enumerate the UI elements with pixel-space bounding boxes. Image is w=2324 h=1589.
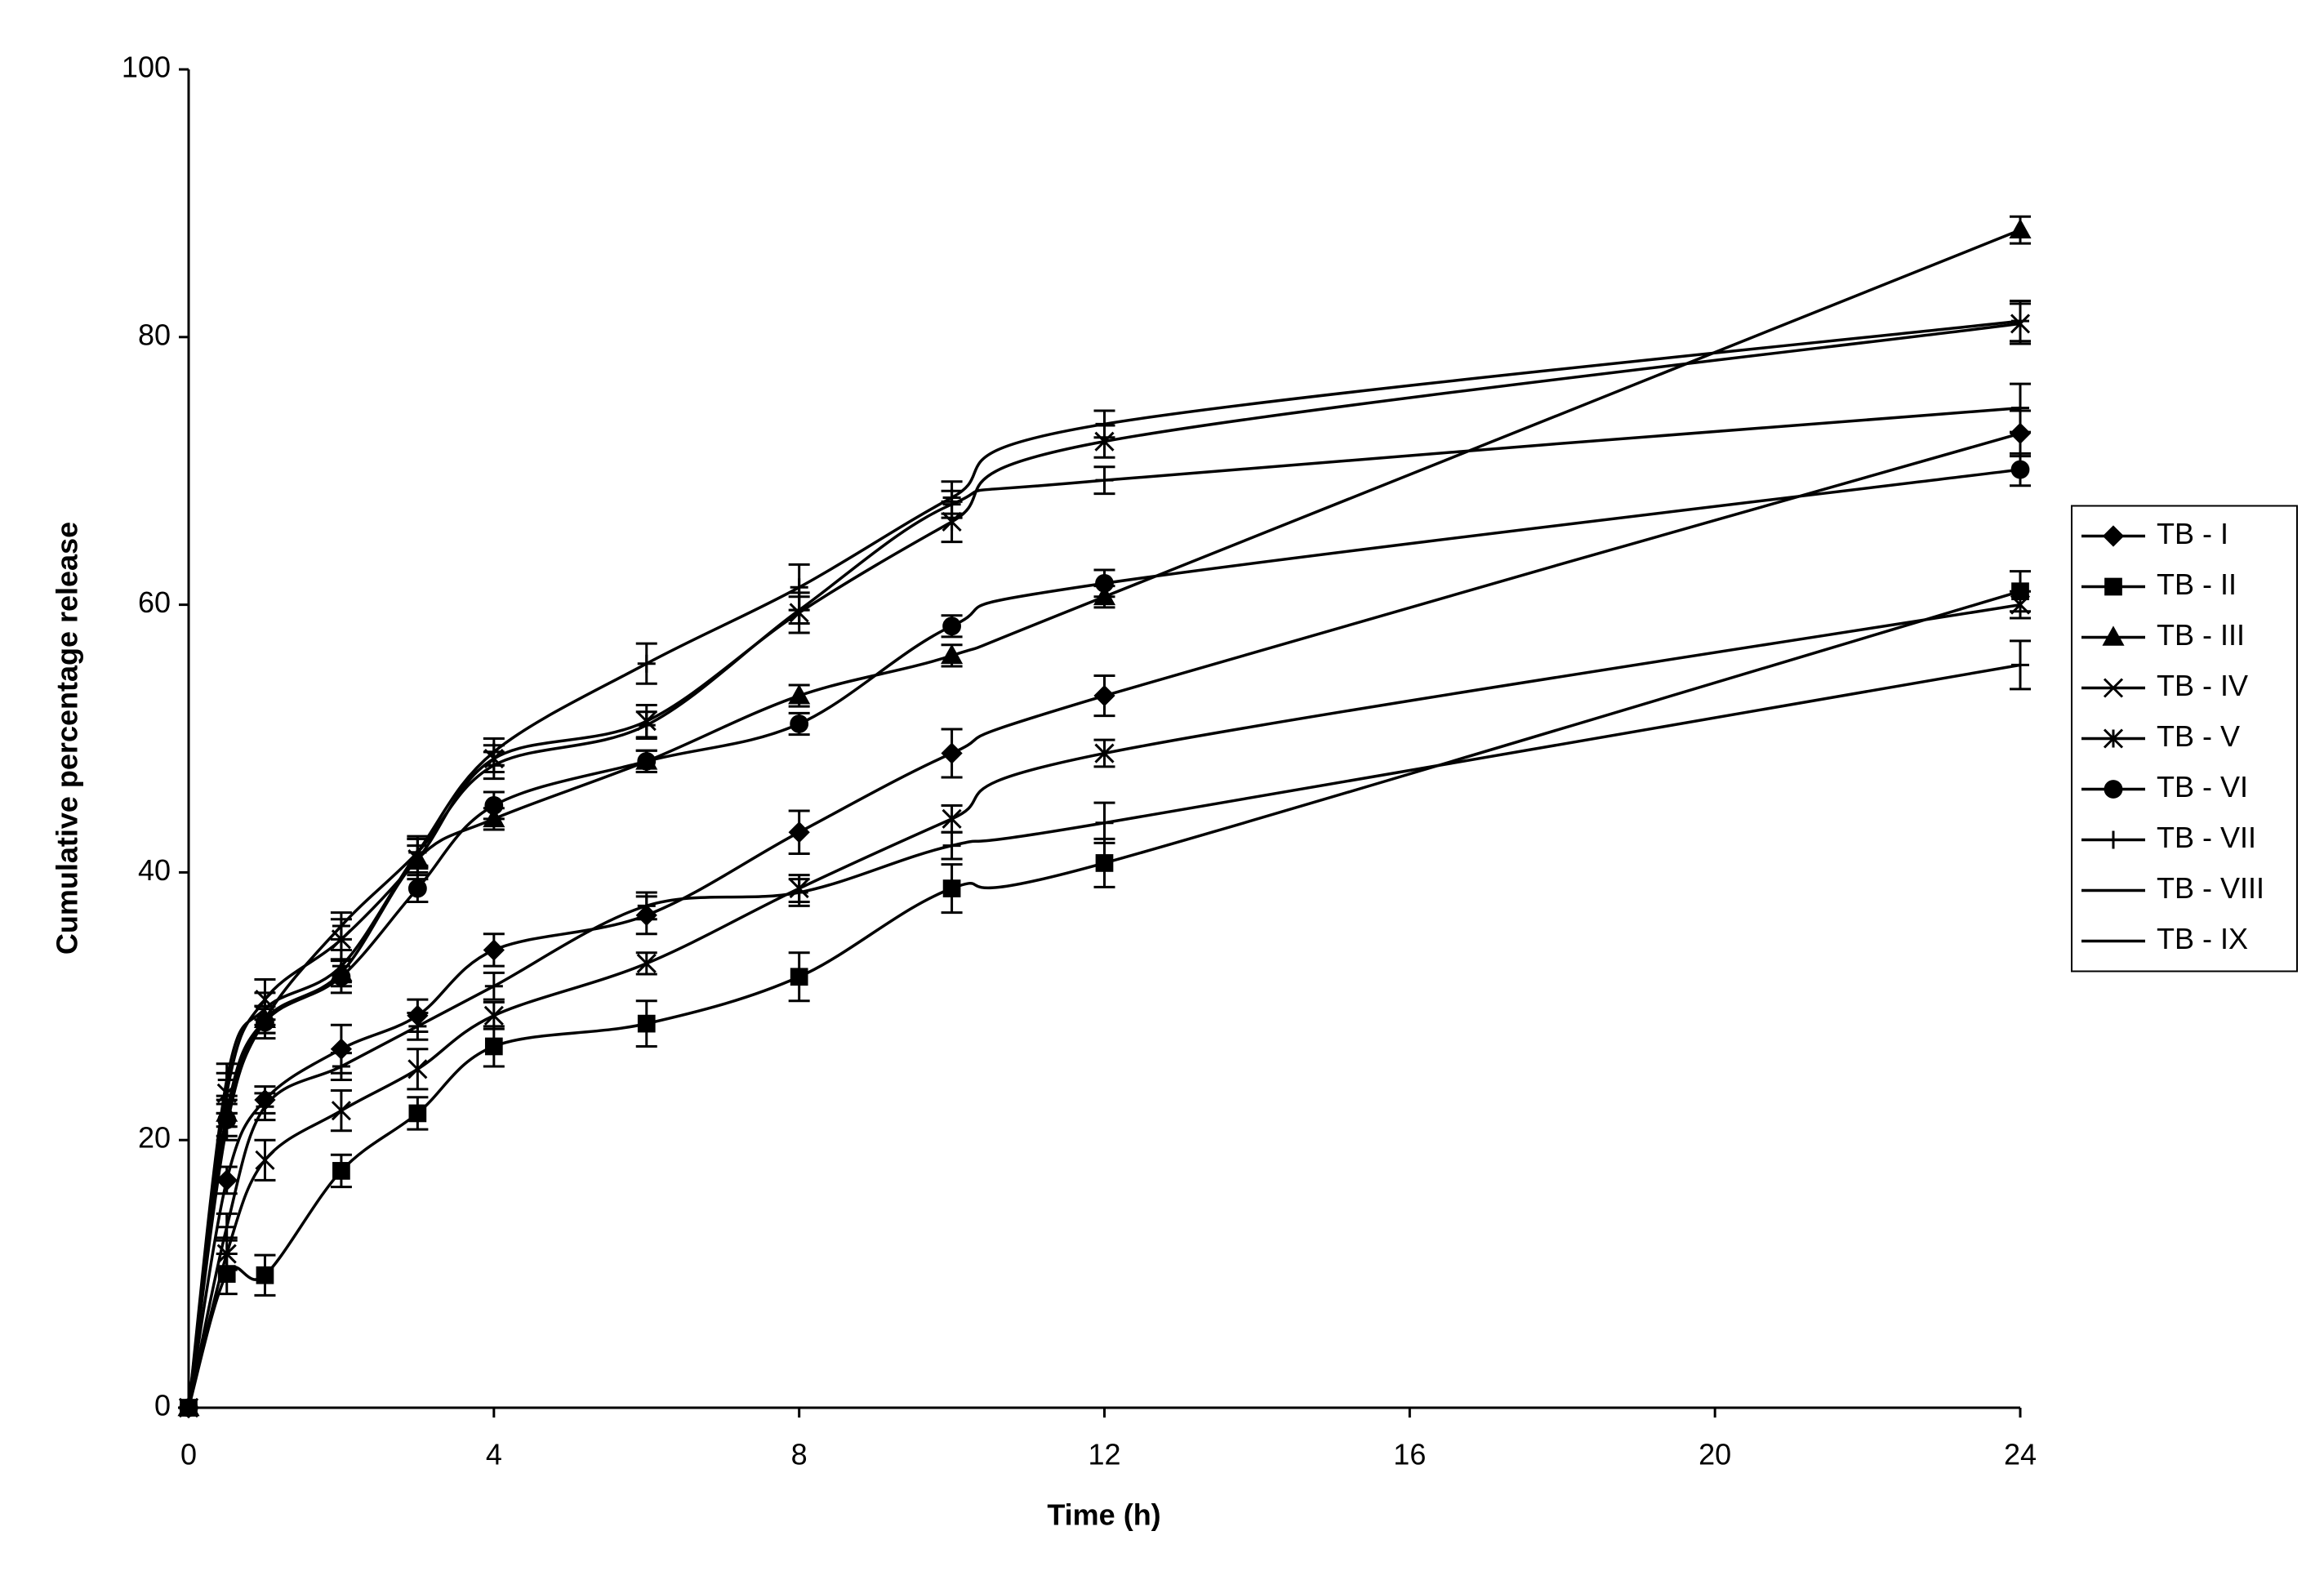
legend: TB - I TB - II TB - III TB - IV TB - V TB - V… bbox=[2071, 505, 2298, 973]
marker bbox=[636, 953, 657, 973]
x-tick-label: 4 bbox=[486, 1438, 502, 1471]
series-line bbox=[187, 468, 2021, 1409]
legend-label: TB - VI bbox=[2157, 770, 2248, 803]
y-tick-label: 100 bbox=[122, 51, 171, 84]
marker bbox=[2010, 594, 2031, 615]
marker bbox=[484, 1037, 503, 1056]
marker bbox=[2010, 460, 2030, 479]
y-tick-label: 40 bbox=[138, 853, 171, 887]
marker bbox=[255, 1150, 275, 1170]
series-line bbox=[187, 322, 2021, 1409]
marker bbox=[483, 939, 505, 961]
marker bbox=[216, 1169, 238, 1191]
marker bbox=[484, 796, 504, 815]
legend-label: TB - VII bbox=[2157, 821, 2256, 854]
marker bbox=[331, 1101, 351, 1121]
x-tick-label: 24 bbox=[2004, 1438, 2037, 1471]
legend-label: TB - IV bbox=[2157, 669, 2248, 702]
series-line bbox=[187, 406, 2021, 1409]
series-line bbox=[187, 319, 2021, 1409]
marker bbox=[2103, 678, 2124, 698]
marker bbox=[942, 808, 962, 829]
marker bbox=[788, 821, 810, 843]
legend-label: TB - VIII bbox=[2157, 871, 2264, 905]
marker bbox=[2104, 780, 2123, 799]
marker bbox=[941, 742, 963, 764]
legend-label: TB - II bbox=[2157, 568, 2237, 601]
marker bbox=[637, 654, 656, 673]
marker bbox=[256, 1266, 274, 1284]
marker bbox=[1095, 415, 1114, 434]
series-line bbox=[187, 663, 2021, 1409]
marker bbox=[1093, 684, 1115, 707]
x-tick-label: 8 bbox=[791, 1438, 808, 1471]
marker bbox=[407, 879, 427, 898]
series-line bbox=[187, 603, 2021, 1409]
x-axis-title: Time (h) bbox=[1047, 1498, 1160, 1532]
marker bbox=[637, 751, 657, 771]
x-tick-label: 12 bbox=[1088, 1438, 1120, 1471]
marker bbox=[2104, 830, 2122, 849]
marker bbox=[1095, 573, 1114, 593]
marker bbox=[790, 578, 808, 597]
marker bbox=[407, 1059, 428, 1079]
marker bbox=[942, 616, 961, 636]
marker bbox=[2009, 422, 2032, 444]
marker bbox=[790, 968, 808, 986]
marker bbox=[332, 957, 350, 976]
marker bbox=[790, 714, 809, 733]
x-tick-label: 20 bbox=[1698, 1438, 1731, 1471]
y-tick-label: 80 bbox=[138, 318, 171, 351]
marker bbox=[637, 1014, 656, 1033]
marker bbox=[217, 1070, 236, 1089]
y-tick-label: 20 bbox=[138, 1121, 171, 1155]
marker bbox=[2104, 577, 2122, 596]
x-tick-label: 16 bbox=[1393, 1438, 1426, 1471]
marker bbox=[408, 1104, 427, 1123]
marker bbox=[1095, 854, 1114, 872]
marker bbox=[2011, 312, 2029, 331]
legend-label: TB - IX bbox=[2157, 922, 2248, 955]
y-tick-label: 60 bbox=[138, 585, 171, 619]
legend-label: TB - III bbox=[2157, 618, 2245, 652]
marker bbox=[2103, 728, 2124, 749]
marker bbox=[788, 683, 811, 705]
marker bbox=[941, 643, 964, 665]
marker bbox=[483, 1005, 504, 1026]
legend-label: TB - I bbox=[2157, 517, 2228, 550]
marker bbox=[2009, 218, 2032, 238]
y-tick-label: 0 bbox=[154, 1389, 171, 1422]
marker bbox=[332, 1162, 350, 1180]
marker bbox=[2102, 625, 2125, 646]
x-tick-label: 0 bbox=[180, 1438, 197, 1471]
marker bbox=[2102, 525, 2125, 547]
marker bbox=[942, 879, 961, 897]
y-axis-title: Cumulative percentage release bbox=[51, 522, 84, 955]
legend-label: TB - V bbox=[2157, 719, 2240, 753]
marker bbox=[1094, 743, 1115, 763]
